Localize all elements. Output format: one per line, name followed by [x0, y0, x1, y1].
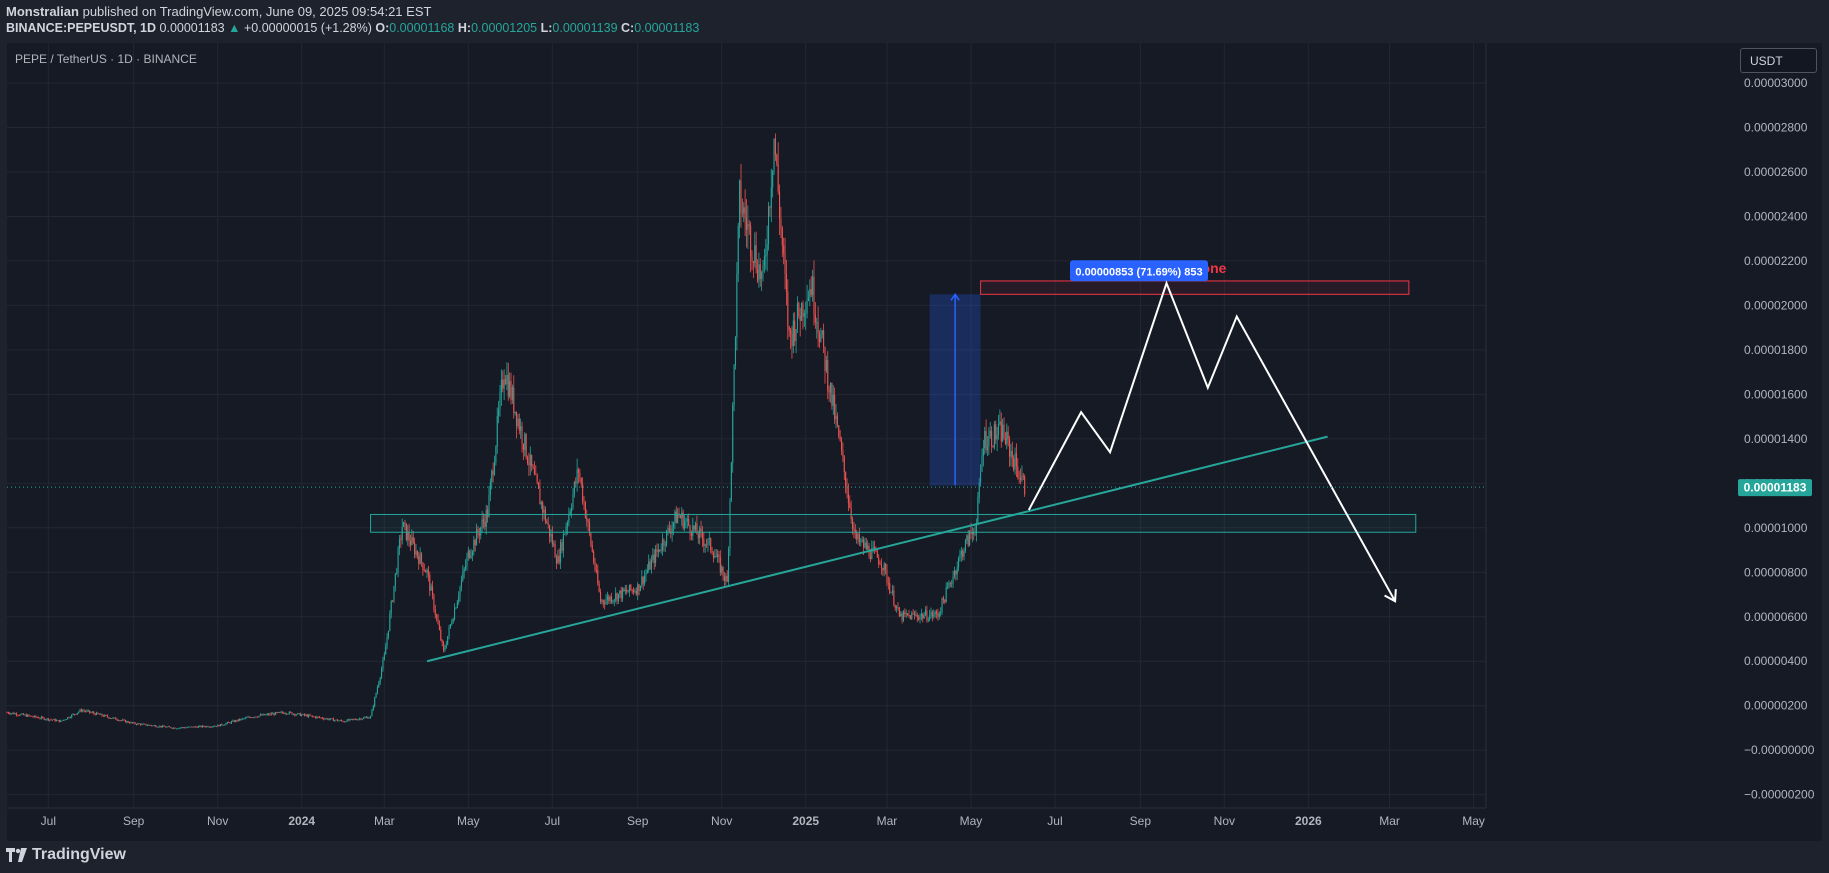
change-value: +0.00000015 (+1.28%) — [243, 21, 372, 35]
ohlc-line: BINANCE:PEPEUSDT, 1D 0.00001183 ▲ +0.000… — [6, 21, 699, 35]
tradingview-footer: TradingView — [6, 843, 126, 867]
author-name[interactable]: Monstralian — [6, 4, 79, 19]
open-value: 0.00001168 — [389, 21, 455, 35]
close-label: C: — [621, 21, 635, 35]
tradingview-logo-icon — [6, 848, 27, 862]
publish-line: Monstralian published on TradingView.com… — [6, 4, 431, 19]
currency-button[interactable]: USDT — [1740, 48, 1817, 73]
chart-area[interactable] — [7, 43, 1822, 841]
series-legend: PEPE / TetherUS · 1D · BINANCE — [15, 52, 197, 66]
high-label: H: — [457, 21, 472, 35]
publication-header: Monstralian published on TradingView.com… — [0, 0, 1829, 42]
up-arrow-icon: ▲ — [228, 21, 241, 35]
last-value: 0.00001183 — [159, 21, 225, 35]
symbol-interval: BINANCE:PEPEUSDT, 1D — [6, 21, 157, 35]
open-label: O: — [375, 21, 390, 35]
high-value: 0.00001205 — [471, 21, 538, 35]
publish-info: published on TradingView.com, June 09, 2… — [82, 4, 432, 19]
low-value: 0.00001139 — [552, 21, 618, 35]
tradingview-brand: TradingView — [32, 846, 126, 863]
close-value: 0.00001183 — [634, 21, 700, 35]
low-label: L: — [540, 21, 553, 35]
